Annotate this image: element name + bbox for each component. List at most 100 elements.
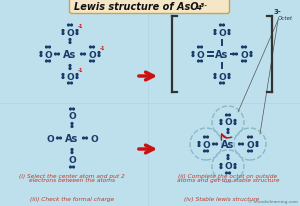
Circle shape (198, 61, 200, 63)
Circle shape (220, 164, 222, 166)
Circle shape (49, 61, 50, 63)
Circle shape (256, 142, 258, 144)
Circle shape (229, 115, 230, 116)
Text: O: O (224, 118, 232, 127)
Circle shape (71, 126, 73, 128)
Circle shape (238, 143, 240, 145)
Circle shape (98, 52, 100, 54)
Text: Octet: Octet (278, 16, 293, 21)
Text: O: O (46, 134, 54, 143)
Circle shape (198, 142, 200, 144)
Circle shape (82, 137, 84, 139)
Circle shape (220, 120, 222, 122)
Circle shape (220, 83, 221, 84)
Text: As: As (221, 139, 235, 149)
Circle shape (62, 77, 64, 79)
Circle shape (229, 172, 230, 174)
Text: O: O (90, 134, 98, 143)
Circle shape (55, 54, 56, 56)
Text: (ii) Complete the octet on outside: (ii) Complete the octet on outside (178, 173, 278, 178)
Circle shape (223, 25, 224, 27)
Circle shape (62, 33, 64, 35)
Circle shape (76, 77, 78, 79)
Circle shape (84, 54, 85, 56)
Circle shape (227, 129, 229, 131)
Circle shape (250, 136, 252, 138)
Circle shape (216, 143, 218, 145)
Circle shape (70, 109, 71, 110)
Circle shape (73, 109, 74, 110)
Text: © knordsilearning.com: © knordsilearning.com (248, 199, 298, 203)
Text: O: O (196, 50, 204, 59)
Circle shape (98, 55, 100, 57)
Circle shape (49, 47, 50, 49)
Circle shape (248, 150, 249, 152)
Circle shape (90, 47, 92, 49)
Text: O: O (68, 156, 76, 165)
Text: O: O (224, 162, 232, 171)
Circle shape (220, 123, 222, 125)
Circle shape (214, 30, 216, 32)
Circle shape (250, 55, 252, 57)
Circle shape (228, 30, 230, 32)
Circle shape (93, 61, 94, 63)
Text: O: O (66, 72, 74, 81)
Circle shape (207, 136, 208, 138)
Circle shape (242, 61, 243, 63)
Text: 3-: 3- (274, 9, 282, 15)
Circle shape (76, 30, 78, 32)
Circle shape (244, 61, 246, 63)
Circle shape (250, 150, 252, 152)
Circle shape (40, 52, 42, 54)
Circle shape (223, 83, 224, 84)
Circle shape (93, 47, 94, 49)
Circle shape (220, 167, 222, 169)
Text: O: O (218, 72, 226, 81)
Circle shape (242, 143, 243, 145)
Circle shape (71, 149, 73, 151)
Text: electrons between the atoms: electrons between the atoms (29, 177, 115, 182)
Text: O: O (88, 50, 96, 59)
Text: O: O (68, 112, 76, 121)
Text: (iii) Check the formal charge: (iii) Check the formal charge (30, 196, 114, 201)
Circle shape (256, 145, 258, 147)
Text: As: As (65, 133, 79, 143)
Circle shape (228, 74, 230, 76)
Circle shape (69, 65, 71, 67)
Circle shape (76, 74, 78, 76)
Circle shape (227, 132, 229, 134)
Text: As: As (63, 50, 76, 60)
Circle shape (57, 137, 59, 139)
Circle shape (71, 152, 73, 154)
Circle shape (70, 83, 72, 84)
Text: As: As (215, 50, 229, 60)
Circle shape (85, 137, 87, 139)
Circle shape (204, 150, 206, 152)
Text: -1: -1 (78, 24, 83, 29)
Circle shape (248, 136, 249, 138)
Text: O: O (202, 140, 210, 149)
Circle shape (68, 25, 69, 27)
Text: atoms and get the stable structure: atoms and get the stable structure (177, 177, 279, 182)
Circle shape (234, 120, 236, 122)
Circle shape (90, 61, 92, 63)
Circle shape (242, 47, 243, 49)
Text: O: O (66, 28, 74, 37)
Circle shape (244, 47, 246, 49)
Circle shape (70, 166, 71, 168)
Circle shape (69, 42, 71, 44)
Text: -1: -1 (100, 46, 105, 51)
Circle shape (198, 47, 200, 49)
Circle shape (46, 61, 47, 63)
Circle shape (213, 143, 214, 145)
Circle shape (76, 33, 78, 35)
Circle shape (214, 33, 216, 35)
Circle shape (68, 83, 69, 84)
Circle shape (228, 33, 230, 35)
Circle shape (69, 68, 71, 70)
Circle shape (201, 61, 203, 63)
Circle shape (198, 145, 200, 147)
Circle shape (201, 47, 203, 49)
Circle shape (214, 74, 216, 76)
Circle shape (60, 137, 61, 139)
